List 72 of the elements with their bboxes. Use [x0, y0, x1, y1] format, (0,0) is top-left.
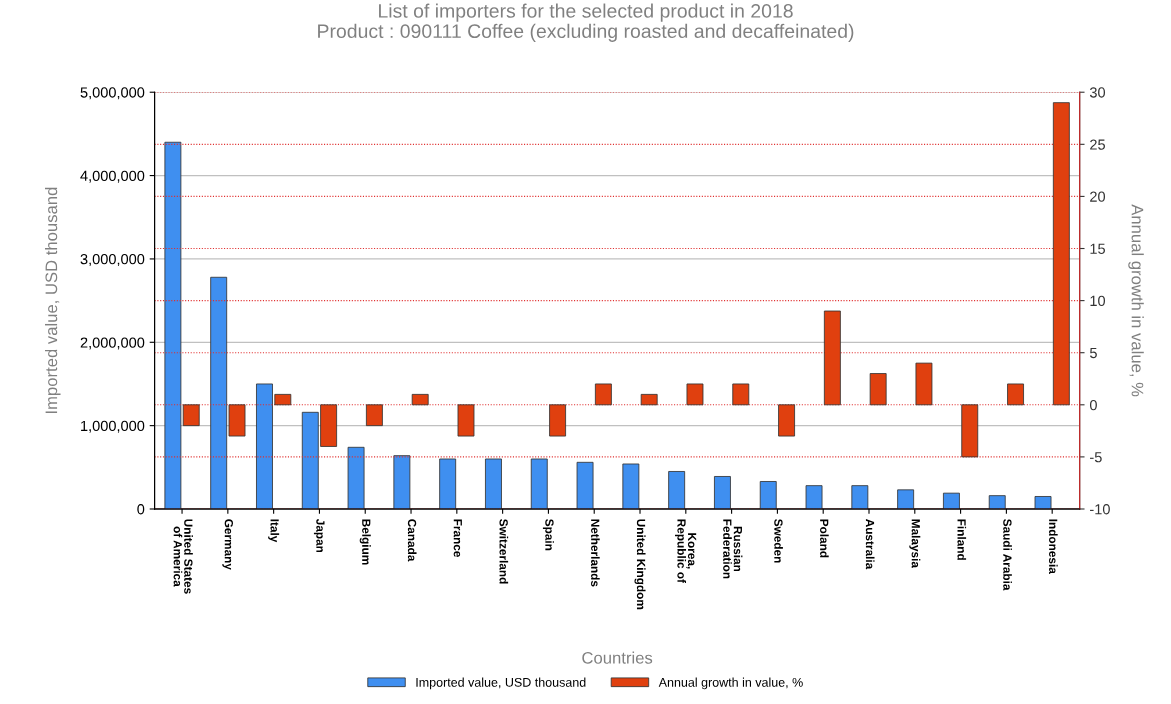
bar	[393, 455, 411, 509]
bar	[759, 481, 777, 509]
y-tick-label: 4,000,000	[80, 170, 145, 183]
bar	[686, 383, 704, 406]
x-tick-label: Malaysia	[909, 519, 921, 569]
y-tick-label: 3,000,000	[80, 254, 145, 267]
y-tick-label: 1,000,000	[81, 420, 145, 433]
x-tick-label: Netherlands	[591, 519, 600, 587]
bar	[347, 446, 365, 509]
bar	[576, 461, 594, 509]
bar	[640, 393, 658, 406]
x-tick-label: Australia	[865, 519, 875, 570]
bar	[988, 495, 1006, 509]
x-tick-label: Switzerland	[499, 519, 509, 584]
y-tick-label: 2,000,000	[80, 337, 145, 350]
y2-tick-label: 15	[1090, 243, 1105, 254]
bar	[961, 404, 979, 458]
x-tick-label: United States of America	[173, 519, 193, 594]
legend-label: Annual growth in value, %	[658, 677, 803, 690]
bar	[1034, 496, 1052, 509]
y2-tick-label: 20	[1090, 191, 1106, 202]
x-tick-label: Germany	[222, 519, 234, 570]
legend-label: Imported value, USD thousand	[416, 677, 586, 690]
x-tick-label: Poland	[820, 519, 829, 558]
bar	[943, 492, 960, 509]
bar	[732, 383, 750, 406]
bar	[622, 463, 640, 509]
y2-tick-label: 30	[1089, 87, 1106, 98]
y-tick-label: 0	[137, 504, 145, 515]
x-tick-label: Sweden	[774, 519, 783, 563]
x-tick-label: Finland	[957, 519, 967, 560]
bar	[365, 404, 383, 427]
bar	[1007, 383, 1024, 406]
y-tick-label: 5,000,000	[80, 87, 145, 100]
x-tick-label: Russian Federation	[723, 519, 743, 579]
y2-axis-title: Annual growth in value, %	[1128, 204, 1144, 397]
bar	[594, 383, 612, 406]
x-tick-label: Italy	[268, 519, 280, 543]
bar	[530, 458, 548, 509]
chart-title: List of importers for the selected product in 2018 Product : 090111 Coffee (excluding roasted and decaffeinated)	[318, 3, 854, 42]
bar	[457, 404, 475, 437]
x-tick-label: Saudi Arabia	[1003, 519, 1012, 591]
y2-tick-label: -5	[1090, 452, 1102, 463]
bar	[823, 310, 841, 406]
y2-tick-label: 5	[1089, 347, 1097, 359]
bar	[411, 393, 429, 406]
x-axis-title: Countries	[582, 651, 653, 664]
bar	[714, 476, 731, 509]
bar	[851, 485, 869, 509]
bar	[485, 458, 502, 509]
x-tick-label: Indonesia	[1049, 519, 1058, 574]
x-tick-label: France	[453, 519, 462, 558]
x-tick-label: Spain	[542, 519, 554, 551]
bar	[778, 404, 795, 437]
y2-tick-label: 0	[1089, 399, 1097, 411]
bar	[1052, 102, 1070, 406]
x-tick-label: Canada	[407, 519, 417, 562]
x-tick-label: Korea, Republic of	[675, 519, 697, 584]
bar	[915, 362, 933, 406]
bar	[897, 489, 915, 509]
x-tick-label: United Kingdom	[634, 519, 646, 610]
x-tick-label: Belgium	[359, 519, 371, 565]
bar	[869, 373, 887, 406]
bar	[439, 458, 457, 509]
y2-tick-label: 10	[1090, 295, 1106, 307]
y2-tick-label: 25	[1090, 139, 1105, 150]
y-axis-title: Imported value, USD thousand	[45, 187, 61, 414]
y2-tick-label: -10	[1090, 504, 1110, 515]
bar	[549, 404, 567, 437]
x-tick-label: Japan	[313, 518, 325, 553]
bar	[805, 485, 823, 509]
bar	[668, 471, 686, 509]
